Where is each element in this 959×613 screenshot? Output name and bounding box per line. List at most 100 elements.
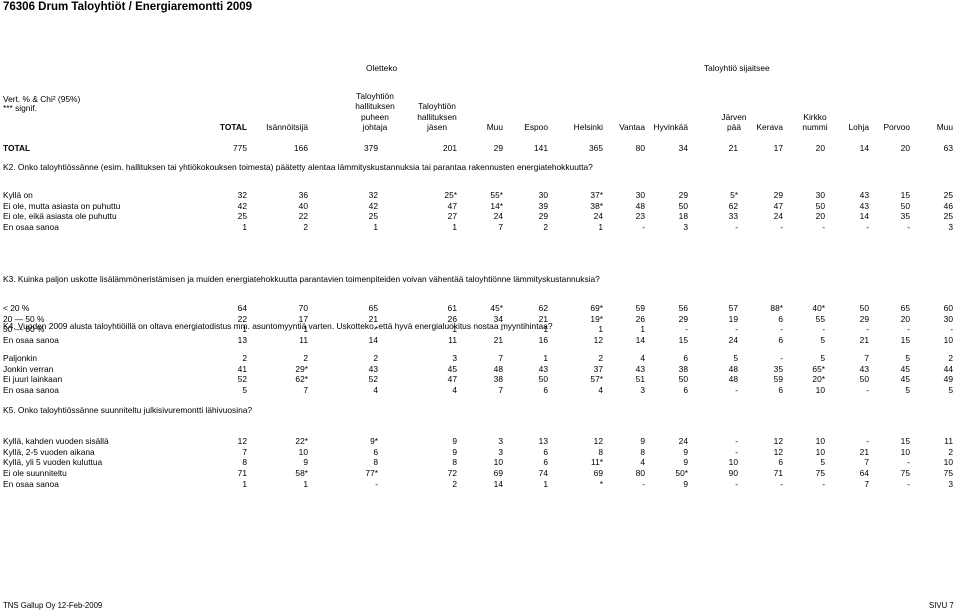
column-header-line: nummi: [802, 122, 828, 133]
table-cell: 4: [640, 457, 645, 468]
table-cell: 29: [773, 190, 783, 200]
table-cell: 2: [373, 353, 378, 363]
table-cell: 21: [538, 313, 548, 324]
table-cell: 62*: [295, 374, 308, 385]
table-cell: -: [780, 353, 783, 363]
column-header: Muu: [433, 122, 503, 133]
table-cell: 62: [538, 303, 548, 313]
table-cell: 50: [678, 200, 688, 211]
table-cell: 14: [493, 478, 503, 489]
table-cell: 36: [298, 190, 308, 200]
table-cell: 60: [943, 303, 953, 313]
table-row: Paljonkin 2 2 2 3 7 1 2 4 6 5 - 5 7 5 2: [0, 353, 959, 364]
row-label: Ei ole, mutta asiasta on puhuttu: [3, 200, 121, 211]
column-header-line: Isännöitsijä: [266, 122, 308, 133]
table-cell: 11: [448, 335, 457, 346]
table-cell: 32: [368, 190, 378, 200]
table-cell: 14: [368, 335, 378, 346]
table-cell: 12: [773, 436, 783, 446]
stats-note-line: Vert. % & Chi² (95%): [3, 94, 81, 104]
table-cell: 30: [815, 190, 825, 200]
table-cell: 2: [948, 353, 953, 363]
table-cell: 32: [237, 190, 247, 200]
table-cell: 30: [538, 190, 548, 200]
table-cell: 24: [493, 211, 503, 222]
table-cell: 65: [368, 303, 378, 313]
row-label: Kyllä, 2-5 vuoden aikana: [3, 446, 95, 457]
table-cell: 2: [452, 478, 457, 489]
column-header-line: Muu: [936, 122, 953, 133]
row-label: Kyllä on: [3, 190, 33, 200]
table-cell: -: [735, 324, 738, 335]
table-cell: 30: [943, 313, 953, 324]
table-cell: -: [735, 478, 738, 489]
table-cell: 10: [298, 446, 308, 457]
table-cell: 6: [543, 457, 548, 468]
column-header-line: Espoo: [524, 122, 548, 133]
table-cell: 26: [447, 313, 457, 324]
table-cell: 2: [303, 353, 308, 363]
table-cell: 48: [728, 363, 738, 374]
table-cell: -: [866, 222, 869, 233]
table-cell: 4: [640, 353, 645, 363]
table-cell: 38: [678, 363, 688, 374]
table-cell: 3: [948, 222, 953, 233]
column-header-line: Porvoo: [883, 122, 910, 133]
table-cell: 50: [678, 374, 688, 385]
table-row: Ei ole, mutta asiasta on puhuttu 42 40 42 47…: [0, 201, 959, 212]
table-cell: 1: [598, 222, 603, 233]
table-cell: 5: [905, 353, 910, 363]
column-header: Helsinki: [533, 122, 603, 133]
table-cell: 7: [303, 385, 308, 396]
table-cell: 55*: [490, 190, 503, 200]
column-header-line: hallituksen: [355, 101, 395, 112]
column-header-line: jäsen: [426, 122, 448, 133]
table-cell: 35: [900, 211, 910, 222]
table-cell: 9: [452, 446, 457, 457]
column-header: Hyvinkää: [618, 122, 688, 133]
table-cell: -: [642, 222, 645, 233]
table-cell: 24: [728, 335, 738, 346]
table-cell: 56: [678, 303, 688, 313]
table-cell: 7: [864, 353, 869, 363]
row-label: Paljonkin: [3, 353, 37, 363]
table-row: Kyllä, 2-5 vuoden aikana 7 10 6 9 3 6 8 8 9 - 12 10 2…: [0, 447, 959, 458]
table-cell: 25: [943, 190, 953, 200]
table-cell: 48: [493, 363, 503, 374]
column-header-line: Järven: [721, 111, 747, 122]
table-cell: -: [907, 457, 910, 468]
column-header-line: hallituksen: [417, 111, 457, 122]
table-cell: 69: [593, 468, 603, 479]
table-cell: -: [735, 222, 738, 233]
table-cell: 34: [678, 143, 688, 153]
table-cell: 10: [900, 446, 910, 457]
table-cell: 1: [543, 478, 548, 489]
table-cell: 69*: [590, 303, 603, 313]
table-cell: 20: [815, 211, 825, 222]
table-cell: 3: [640, 385, 645, 396]
table-cell: 90: [728, 468, 738, 479]
row-label: Ei juuri lainkaan: [3, 374, 63, 385]
table-cell: 43: [859, 200, 869, 211]
table-row: En osaa sanoa 1 1 - 2 14 1 * - 9 - - - 7 - 3: [0, 479, 959, 490]
question-text: K3. Kuinka paljon uskotte lisälämmöneris…: [3, 274, 600, 284]
table-cell: -: [866, 324, 869, 335]
table-cell: -: [780, 324, 783, 335]
table-cell: 11: [299, 335, 308, 346]
table-cell: 1: [543, 324, 548, 335]
table-cell: 75: [900, 468, 910, 479]
table-cell: -: [780, 478, 783, 489]
table-cell: 2: [303, 222, 308, 233]
table-cell: 1: [242, 222, 247, 233]
table-cell: 29: [859, 313, 869, 324]
column-header-line: TOTAL: [219, 122, 247, 133]
table-cell: 41: [237, 363, 247, 374]
row-label: Ei ole suunniteltu: [3, 468, 67, 479]
table-cell: 74: [538, 468, 548, 479]
table-cell: 1: [640, 324, 645, 335]
table-row: En osaa sanoa 13 11 14 11 21 16 12 14 15 24 6 5 21 15 1…: [0, 335, 959, 346]
table-cell: 7: [498, 222, 503, 233]
column-header: Espoo: [478, 122, 548, 133]
column-header: Taloyhtiön hallituksen jäsen: [407, 101, 467, 133]
table-cell: 64: [859, 468, 869, 479]
